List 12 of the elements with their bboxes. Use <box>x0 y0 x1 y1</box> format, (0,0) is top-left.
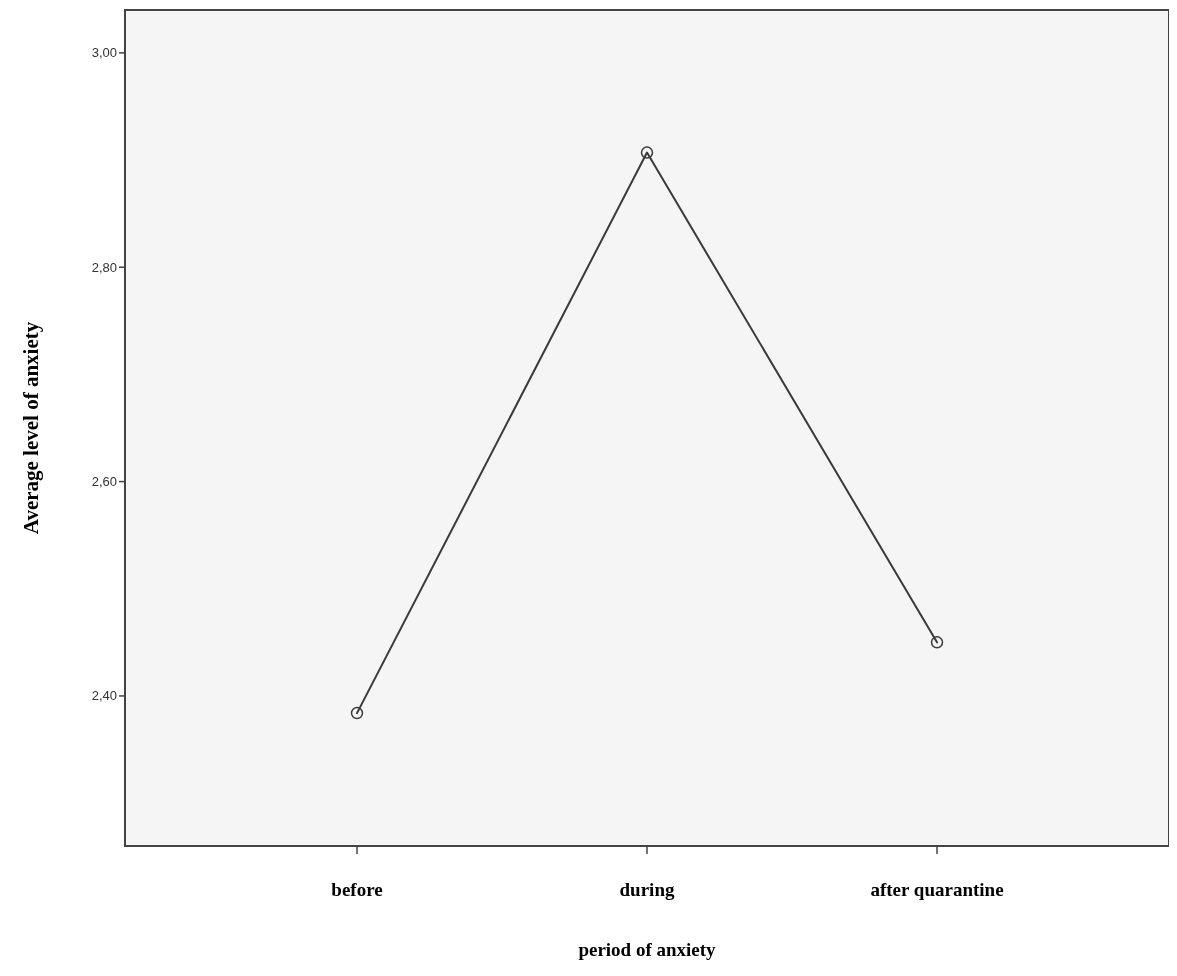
y-tick-label: 3,00 <box>91 45 117 61</box>
y-tick-label: 2,40 <box>91 688 117 704</box>
y-axis-title: Average level of anxiety <box>19 321 43 535</box>
point <box>640 146 654 159</box>
point <box>930 636 944 649</box>
x-axis-title: period of anxiety <box>578 939 717 960</box>
y-tick-label: 2,80 <box>91 259 117 275</box>
x-tick-label: before <box>331 879 383 900</box>
x-tick-label: after quarantine <box>870 879 1004 900</box>
point <box>350 706 364 720</box>
x-tick-label: during <box>619 879 675 900</box>
y-tick-label: 2,60 <box>91 474 117 490</box>
